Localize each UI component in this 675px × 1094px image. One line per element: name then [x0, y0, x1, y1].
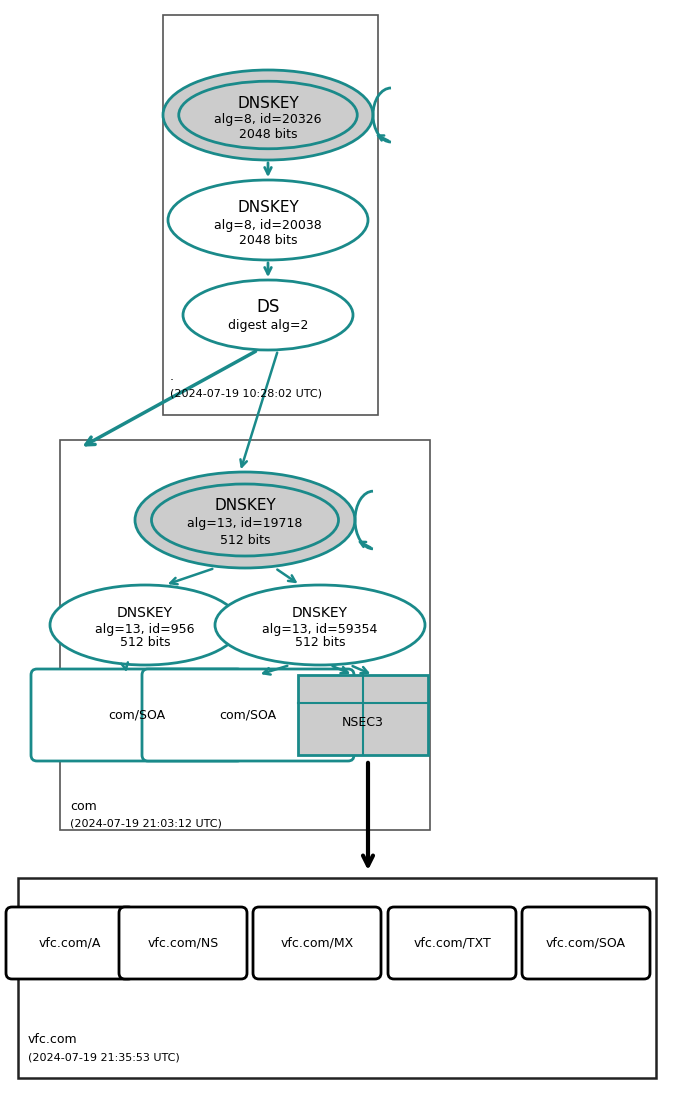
Text: 512 bits: 512 bits — [119, 637, 170, 650]
FancyBboxPatch shape — [253, 907, 381, 979]
Ellipse shape — [183, 280, 353, 350]
Text: vfc.com: vfc.com — [28, 1033, 78, 1046]
Bar — [298, 675, 428, 755]
FancyBboxPatch shape — [31, 670, 243, 761]
FancyBboxPatch shape — [6, 907, 134, 979]
Text: alg=13, id=19718: alg=13, id=19718 — [187, 517, 302, 531]
Bar — [163, 15, 378, 415]
Ellipse shape — [215, 585, 425, 665]
Text: (2024-07-19 21:03:12 UTC): (2024-07-19 21:03:12 UTC) — [70, 818, 222, 828]
FancyBboxPatch shape — [142, 670, 354, 761]
Text: vfc.com/A: vfc.com/A — [38, 936, 101, 950]
Text: NSEC3: NSEC3 — [342, 717, 384, 730]
Text: com/SOA: com/SOA — [219, 709, 277, 722]
Text: DNSKEY: DNSKEY — [237, 95, 299, 110]
Ellipse shape — [163, 70, 373, 160]
Bar — [18, 878, 656, 1078]
Text: vfc.com/TXT: vfc.com/TXT — [413, 936, 491, 950]
Text: DS: DS — [256, 298, 279, 316]
Text: com/SOA: com/SOA — [109, 709, 165, 722]
Text: alg=8, id=20326: alg=8, id=20326 — [214, 114, 322, 127]
Ellipse shape — [135, 472, 355, 568]
Text: com: com — [70, 800, 97, 813]
Text: digest alg=2: digest alg=2 — [227, 318, 308, 331]
Ellipse shape — [168, 181, 368, 260]
FancyBboxPatch shape — [522, 907, 650, 979]
Text: vfc.com/NS: vfc.com/NS — [147, 936, 219, 950]
Text: 512 bits: 512 bits — [220, 534, 270, 547]
Text: alg=13, id=956: alg=13, id=956 — [95, 622, 195, 636]
Text: (2024-07-19 10:28:02 UTC): (2024-07-19 10:28:02 UTC) — [170, 388, 322, 398]
Ellipse shape — [179, 81, 357, 149]
Text: DNSKEY: DNSKEY — [117, 606, 173, 620]
Text: DNSKEY: DNSKEY — [292, 606, 348, 620]
Text: 2048 bits: 2048 bits — [239, 128, 297, 141]
Text: 512 bits: 512 bits — [295, 637, 345, 650]
FancyBboxPatch shape — [388, 907, 516, 979]
FancyBboxPatch shape — [119, 907, 247, 979]
Text: .: . — [170, 370, 174, 383]
Ellipse shape — [50, 585, 240, 665]
Text: DNSKEY: DNSKEY — [237, 200, 299, 216]
Ellipse shape — [151, 484, 338, 556]
Text: DNSKEY: DNSKEY — [214, 499, 276, 513]
Bar — [60, 440, 430, 830]
Text: alg=8, id=20038: alg=8, id=20038 — [214, 219, 322, 232]
Text: vfc.com/SOA: vfc.com/SOA — [546, 936, 626, 950]
Text: (2024-07-19 21:35:53 UTC): (2024-07-19 21:35:53 UTC) — [28, 1052, 180, 1062]
Text: alg=13, id=59354: alg=13, id=59354 — [263, 622, 378, 636]
Text: vfc.com/MX: vfc.com/MX — [280, 936, 354, 950]
Text: 2048 bits: 2048 bits — [239, 233, 297, 246]
